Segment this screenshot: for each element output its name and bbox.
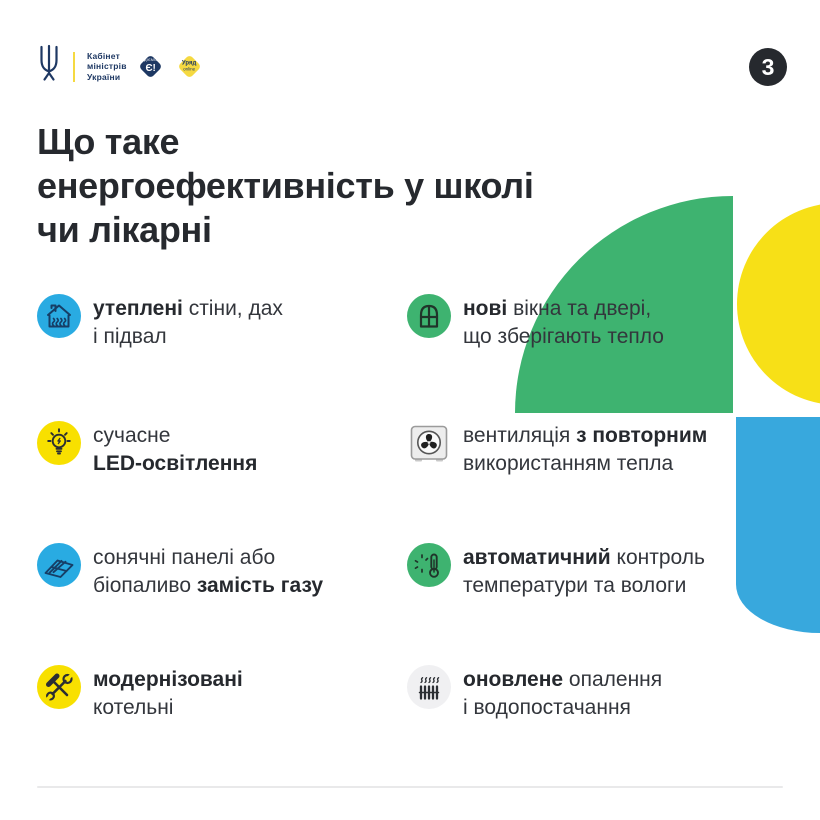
item-windows: нові вікна та двері, що зберігають тепло bbox=[407, 294, 664, 350]
item-text-line: сучасне bbox=[93, 424, 171, 447]
item-climate-control: автоматичний контроль температури та вол… bbox=[407, 543, 705, 599]
item-text: нові вікна та двері, що зберігають тепло bbox=[463, 294, 664, 350]
item-text-line: що зберігають тепло bbox=[463, 324, 664, 348]
bottom-divider bbox=[37, 786, 783, 788]
uryad-logo-sublabel: online bbox=[183, 66, 196, 72]
blue-rounded-shape bbox=[736, 417, 820, 633]
org-name: Кабінет міністрів України bbox=[87, 51, 127, 83]
climate-control-icon bbox=[407, 543, 451, 587]
diia-logo-label: Є! bbox=[144, 62, 156, 74]
diia-logo: ДІЄМО Є! bbox=[138, 54, 163, 79]
item-text: модернізовані котельні bbox=[93, 665, 243, 721]
item-text: оновлене опалення і водопостачання bbox=[463, 665, 662, 721]
item-text-line: LED-освітлення bbox=[93, 451, 258, 475]
item-text-line: температури та вологи bbox=[463, 573, 687, 597]
coat-of-arms-icon bbox=[37, 44, 61, 89]
page-title: Що таке енергоефективність у школі чи лі… bbox=[37, 120, 534, 252]
item-insulation: утеплені стіни, дах і підвал bbox=[37, 294, 283, 350]
org-line: України bbox=[87, 71, 121, 82]
item-text-line: вентиляція з повторним bbox=[463, 424, 708, 447]
item-text-line: модернізовані bbox=[93, 668, 243, 691]
item-text-line: сонячні панелі або bbox=[93, 546, 276, 569]
item-ventilation: вентиляція з повторним використанням теп… bbox=[407, 421, 707, 477]
solar-panel-icon bbox=[37, 543, 81, 587]
ventilation-fan-icon bbox=[407, 421, 451, 465]
item-text-line: оновлене опалення bbox=[463, 668, 663, 691]
page-number-badge: 3 bbox=[749, 48, 787, 86]
item-text-line: автоматичний контроль bbox=[463, 546, 705, 569]
item-text: вентиляція з повторним використанням теп… bbox=[463, 421, 707, 477]
yellow-circle-shape bbox=[737, 203, 820, 405]
item-text: сучасне LED-освітлення bbox=[93, 421, 257, 477]
page-number: 3 bbox=[761, 53, 775, 80]
item-text-line: котельні bbox=[93, 695, 174, 719]
title-line: енергоефективність у школі bbox=[37, 165, 534, 206]
item-led-lighting: сучасне LED-освітлення bbox=[37, 421, 257, 477]
org-line: міністрів bbox=[87, 61, 127, 72]
new-window-icon bbox=[407, 294, 451, 338]
radiator-icon bbox=[407, 665, 451, 709]
item-text-line: утеплені стіни, дах bbox=[93, 297, 283, 320]
item-text: автоматичний контроль температури та вол… bbox=[463, 543, 705, 599]
item-text-line: біопаливо замість газу bbox=[93, 573, 324, 597]
item-text-line: і підвал bbox=[93, 324, 167, 348]
item-text-line: і водопостачання bbox=[463, 695, 631, 719]
item-text: сонячні панелі або біопаливо замість газ… bbox=[93, 543, 323, 599]
insulated-house-icon bbox=[37, 294, 81, 338]
org-line: Кабінет bbox=[87, 50, 120, 61]
item-text-line: використанням тепла bbox=[463, 451, 674, 475]
tools-icon bbox=[37, 665, 81, 709]
item-text: утеплені стіни, дах і підвал bbox=[93, 294, 283, 350]
title-line: Що таке bbox=[37, 121, 180, 162]
item-solar: сонячні панелі або біопаливо замість газ… bbox=[37, 543, 323, 599]
led-bulb-icon bbox=[37, 421, 81, 465]
uryad-online-logo: Уряд online bbox=[177, 54, 202, 79]
header: Кабінет міністрів України ДІЄМО Є! Уряд … bbox=[37, 44, 205, 89]
item-heating: оновлене опалення і водопостачання bbox=[407, 665, 662, 721]
header-separator bbox=[73, 51, 75, 82]
title-line: чи лікарні bbox=[37, 209, 212, 250]
item-boilers: модернізовані котельні bbox=[37, 665, 243, 721]
item-text-line: нові вікна та двері, bbox=[463, 297, 652, 320]
